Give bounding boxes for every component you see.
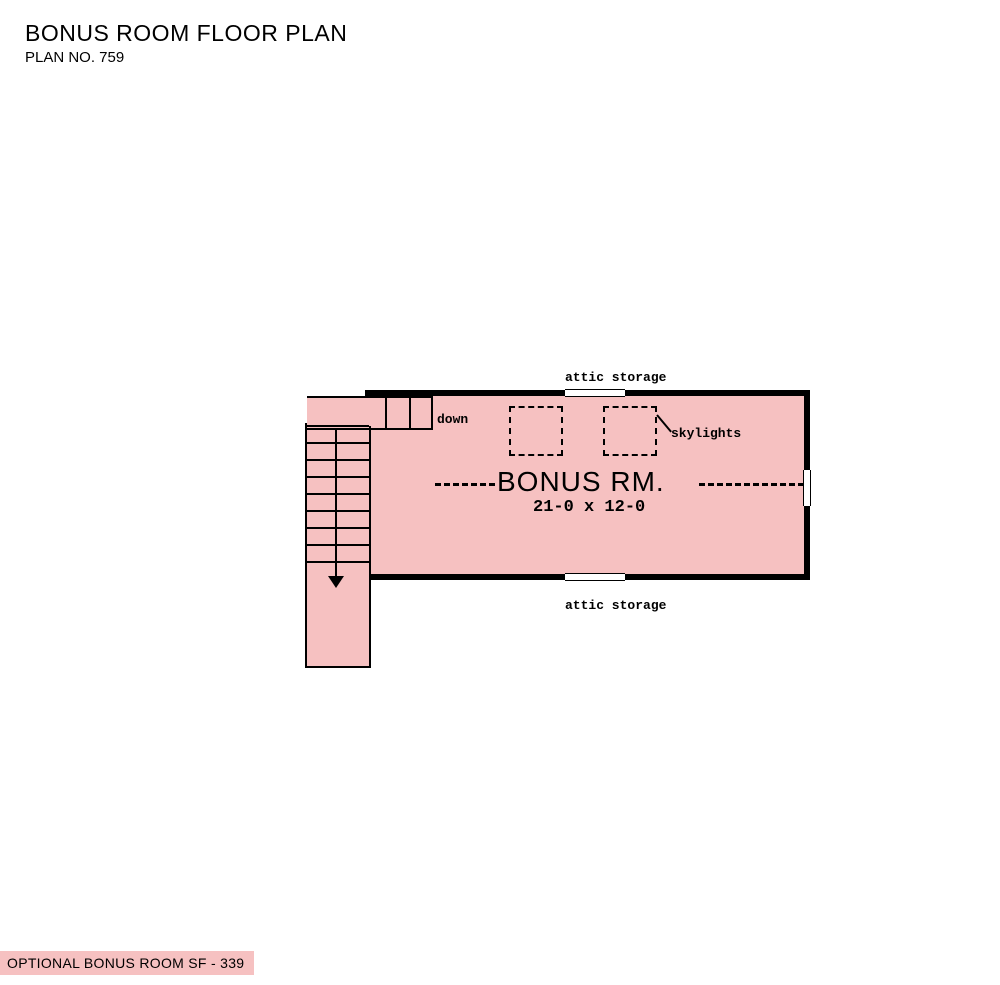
attic-storage-top-label: attic storage — [565, 370, 666, 385]
landing-divider — [385, 396, 387, 430]
down-arrow-shaft — [335, 430, 337, 580]
stair-tread — [307, 527, 369, 544]
stair-tread — [307, 459, 369, 476]
down-label: down — [437, 412, 468, 427]
stair-tread — [307, 476, 369, 493]
ridge-dash-left — [435, 483, 495, 486]
room-dimensions: 21-0 x 12-0 — [533, 498, 645, 517]
footer-badge: OPTIONAL BONUS ROOM SF - 339 — [0, 951, 254, 975]
page-title: BONUS ROOM FLOOR PLAN — [25, 20, 347, 47]
stair-tread — [307, 425, 369, 442]
wall-opening-right — [803, 470, 811, 506]
skylight-outline — [509, 406, 563, 456]
wall-opening-top — [565, 389, 625, 397]
stair-tread — [307, 442, 369, 459]
down-arrow-head — [328, 576, 344, 588]
landing-divider — [409, 396, 411, 430]
stair-tread — [307, 510, 369, 527]
header: BONUS ROOM FLOOR PLAN PLAN NO. 759 — [25, 20, 347, 66]
ridge-dash-right — [699, 483, 804, 486]
wall-opening-bottom — [565, 573, 625, 581]
skylight-label: skylights — [671, 426, 741, 441]
attic-storage-bottom-label: attic storage — [565, 598, 666, 613]
plan-number: PLAN NO. 759 — [25, 49, 347, 66]
stair-treads — [307, 425, 369, 665]
stair-tread — [307, 493, 369, 510]
stair-tread — [307, 544, 369, 561]
skylight-outline — [603, 406, 657, 456]
room-name: BONUS RM. — [497, 466, 665, 498]
floor-plan: attic storage down skylights BONUS RM. 2… — [305, 370, 825, 680]
